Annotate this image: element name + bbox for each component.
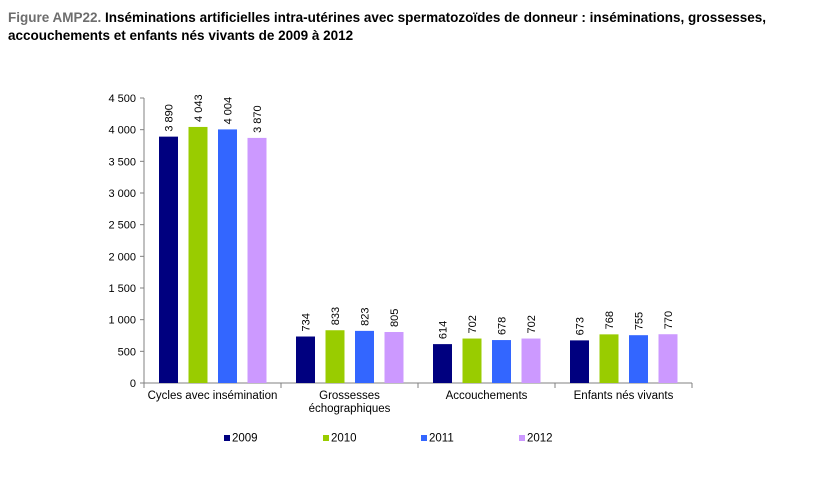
- bar-2012: [658, 334, 678, 383]
- figure-title: Figure AMP22. Inséminations artificielle…: [8, 9, 820, 45]
- data-label: 734: [301, 313, 313, 331]
- data-label: 678: [497, 317, 509, 335]
- y-tick-label: 500: [118, 346, 136, 358]
- y-tick-label: 1 000: [108, 315, 136, 327]
- data-label: 614: [438, 321, 450, 339]
- data-label: 833: [330, 307, 342, 325]
- bar-2011: [218, 129, 237, 383]
- y-tick-label: 0: [130, 378, 136, 390]
- y-tick-label: 4 000: [108, 125, 136, 137]
- legend-label: 2009: [232, 433, 258, 445]
- bar-2012: [521, 338, 541, 383]
- category-label: Accouchements: [446, 390, 528, 402]
- y-tick-label: 2 000: [108, 251, 136, 263]
- y-tick-label: 1 500: [108, 283, 136, 295]
- legend-swatch-2012: [519, 435, 525, 441]
- bar-2009: [159, 136, 178, 383]
- data-label: 673: [575, 317, 587, 335]
- data-label: 4 043: [193, 94, 205, 122]
- y-tick-label: 3 000: [108, 188, 136, 200]
- legend-label: 2012: [527, 433, 553, 445]
- bar-2010: [599, 334, 619, 383]
- bar-2009: [433, 344, 452, 383]
- data-label: 805: [389, 309, 401, 327]
- category-label: Grossesses: [319, 390, 380, 402]
- data-label: 768: [604, 311, 616, 329]
- category-label: Cycles avec insémination: [148, 390, 278, 402]
- legend-swatch-2011: [421, 435, 427, 441]
- legend-label: 2011: [429, 433, 454, 445]
- category-label: Enfants nés vivants: [574, 390, 674, 402]
- data-label: 3 890: [164, 104, 176, 132]
- legend-swatch-2009: [224, 435, 230, 441]
- data-label: 755: [634, 312, 646, 330]
- bar-2009: [570, 340, 589, 383]
- data-label: 823: [360, 308, 372, 326]
- bar-2010: [462, 338, 482, 383]
- bar-2010: [325, 330, 345, 383]
- bar-2012: [384, 332, 404, 383]
- bar-2011: [492, 340, 511, 383]
- category-label: échographiques: [309, 403, 391, 415]
- bar-2011: [629, 335, 648, 383]
- legend-label: 2010: [331, 433, 357, 445]
- bar-2012: [247, 137, 267, 383]
- bar-2009: [296, 336, 315, 383]
- y-tick-label: 4 500: [108, 93, 136, 105]
- data-label: 770: [663, 311, 675, 329]
- data-label: 4 004: [223, 97, 235, 125]
- data-label: 702: [467, 315, 479, 333]
- figure-title-text: Inséminations artificielles intra-utérin…: [8, 10, 767, 43]
- bar-2010: [188, 126, 208, 384]
- y-tick-label: 2 500: [108, 220, 136, 232]
- bar-2011: [355, 330, 374, 383]
- figure-label: Figure AMP22.: [8, 10, 102, 25]
- data-label: 702: [526, 315, 538, 333]
- legend-swatch-2010: [323, 435, 329, 441]
- data-label: 3 870: [252, 105, 264, 133]
- y-tick-label: 3 500: [108, 156, 136, 168]
